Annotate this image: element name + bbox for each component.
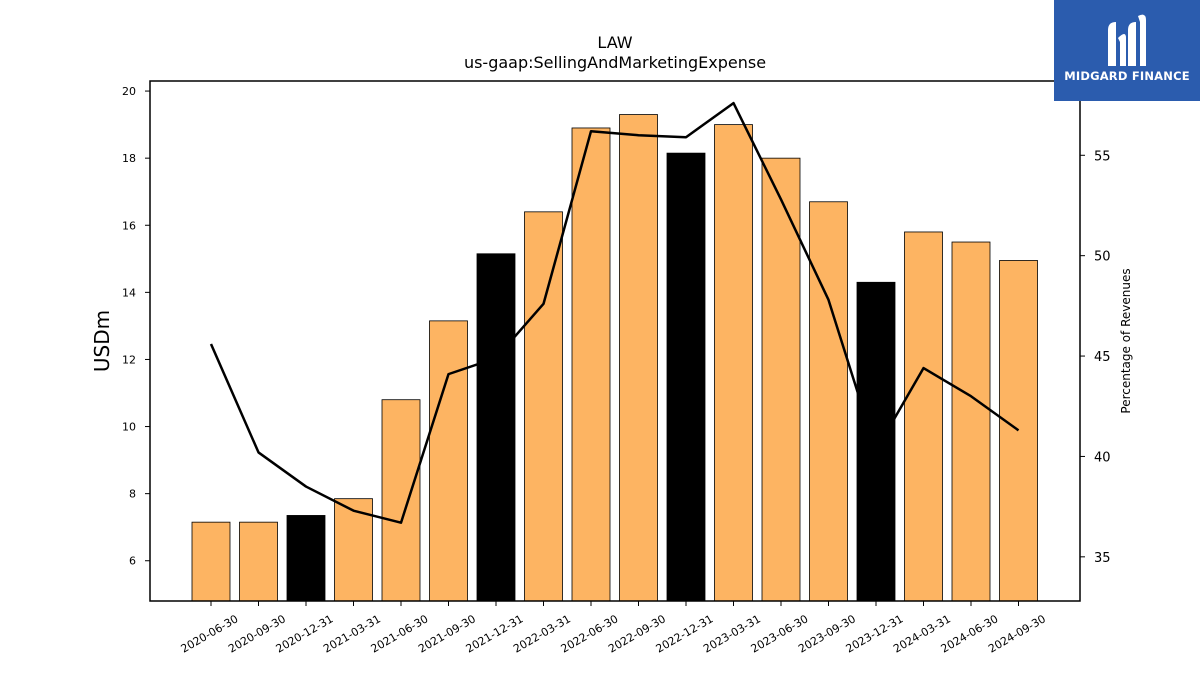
chart-subtitle: us-gaap:SellingAndMarketingExpense [464, 53, 766, 72]
y2-tick-label: 55 [1094, 149, 1111, 164]
bar-2024-06-30 [951, 241, 991, 602]
bars-group [191, 114, 1038, 602]
bar-2023-03-31 [714, 124, 753, 602]
y-tick-label: 6 [129, 555, 136, 568]
y-tick-label: 14 [122, 286, 136, 299]
chart-title: LAW [597, 33, 632, 52]
bar-2024-09-30 [999, 260, 1038, 602]
y2-axis-ticks: 35 40 45 50 55 [1080, 149, 1111, 566]
plot-frame [149, 80, 1081, 602]
bar-2023-09-30 [809, 201, 848, 602]
y-tick-label: 20 [122, 85, 136, 98]
midgard-logo-icon [1108, 14, 1146, 67]
bar-2022-03-31 [524, 211, 563, 602]
bar-2022-09-30 [619, 114, 658, 602]
bar-2023-06-30 [761, 157, 801, 602]
bar-2020-09-30 [239, 521, 278, 602]
bar-2023-12-31 [856, 281, 896, 602]
bar-2022-06-30 [571, 127, 611, 602]
line-group [209, 101, 1020, 524]
bar-2021-09-30 [429, 320, 468, 602]
bar-2020-06-30 [191, 521, 231, 602]
bar-2021-12-31 [476, 253, 516, 602]
bar-2021-06-30 [381, 399, 421, 602]
y2-axis-label: Percentage of Revenues [1119, 268, 1133, 413]
y-axis-ticks: 6 8 10 12 14 16 18 20 [122, 85, 150, 568]
bar-2024-03-31 [904, 231, 943, 602]
bar-2021-03-31 [334, 498, 373, 602]
bar-2020-12-31 [286, 515, 326, 602]
y2-tick-label: 40 [1094, 450, 1111, 465]
y2-tick-label: 45 [1094, 350, 1111, 365]
y-tick-label: 16 [122, 219, 136, 232]
y-tick-label: 18 [122, 152, 136, 165]
y-tick-label: 12 [122, 353, 136, 366]
percentage-line [209, 101, 1020, 524]
brand-logo-text: MIDGARD FINANCE [1064, 69, 1190, 83]
brand-logo: MIDGARD FINANCE [1054, 0, 1200, 101]
bar-2022-12-31 [666, 152, 706, 602]
y2-tick-label: 50 [1094, 250, 1111, 265]
x-axis-ticks: 2020-06-302020-09-302020-12-312021-03-31… [179, 601, 1048, 656]
y2-tick-label: 35 [1094, 551, 1111, 566]
y-tick-label: 10 [122, 421, 136, 434]
y-axis-label: USDm [90, 310, 114, 372]
y-tick-label: 8 [129, 488, 136, 501]
